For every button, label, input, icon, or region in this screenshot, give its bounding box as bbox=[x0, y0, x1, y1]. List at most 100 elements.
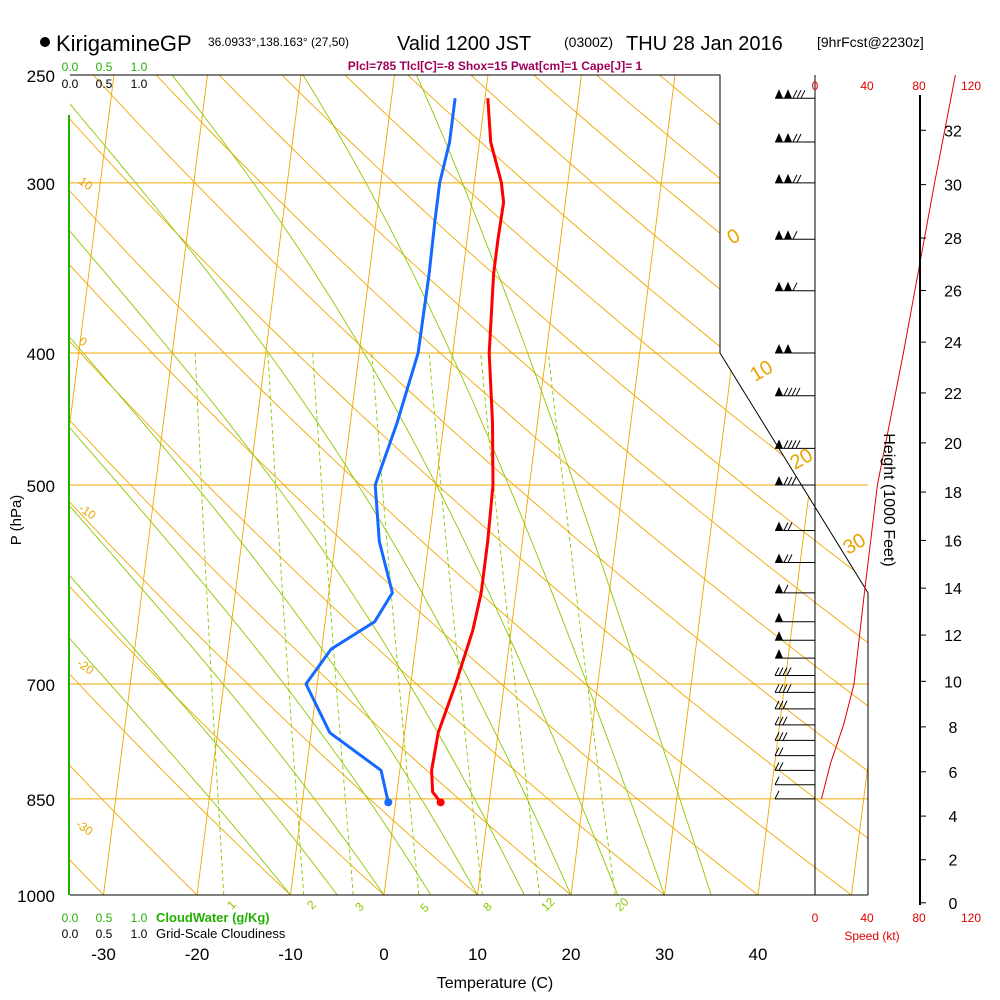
moist-adiabat-line bbox=[70, 75, 572, 895]
height-tick-label: 8 bbox=[949, 720, 958, 737]
wind-barb-feather bbox=[778, 732, 784, 741]
mixing-ratio-line bbox=[267, 352, 305, 895]
dry-adiabat-line bbox=[276, 75, 868, 895]
wind-barb-feather bbox=[783, 387, 789, 397]
temperature-tick-label: 30 bbox=[655, 945, 674, 964]
moist-adiabat-line bbox=[70, 75, 291, 895]
height-axis-title: Height (1000 Feet) bbox=[880, 433, 897, 566]
wind-barb-flag bbox=[775, 133, 783, 143]
wind-barb-feather bbox=[787, 554, 793, 563]
wind-barb-flag bbox=[784, 173, 792, 183]
dewpoint-profile-line bbox=[304, 98, 457, 803]
station-coords: 36.0933°,138.163° (27,50) bbox=[208, 35, 349, 49]
wind-barb-feather bbox=[778, 762, 784, 771]
dry-adiabat-line bbox=[841, 75, 868, 895]
wind-barb-flag bbox=[775, 89, 783, 99]
wind-barb-feather bbox=[783, 440, 789, 449]
wind-barb-feather bbox=[778, 684, 784, 693]
cloudwater-bottom-tick: 1.0 bbox=[131, 911, 148, 925]
wind-barb-feather bbox=[787, 476, 793, 486]
dry-adiabat-line bbox=[528, 75, 868, 895]
height-tick-label: 28 bbox=[944, 231, 962, 248]
forecast-label: [9hrFcst@2230z] bbox=[817, 34, 924, 50]
height-tick-label: 24 bbox=[944, 335, 962, 352]
cloudiness-title: Grid-Scale Cloudiness bbox=[156, 926, 286, 941]
height-tick-label: 30 bbox=[944, 178, 962, 195]
mixing-ratio-label: 12 bbox=[538, 895, 558, 915]
height-tick-label: 6 bbox=[949, 765, 958, 782]
temperature-profile-line bbox=[430, 98, 506, 804]
adiabat-label: 10 bbox=[76, 174, 95, 193]
moist-adiabat-line bbox=[70, 75, 432, 895]
wind-barb-flag bbox=[784, 281, 792, 291]
wind-barb-flag bbox=[775, 521, 783, 531]
valid-time: Valid 1200 JST bbox=[397, 33, 531, 55]
wind-barb-flag bbox=[775, 553, 783, 563]
valid-date: THU 28 Jan 2016 bbox=[626, 33, 783, 55]
moist-adiabat-line bbox=[413, 75, 712, 895]
speed-top-tick: 80 bbox=[912, 79, 926, 93]
plot-frame-right bbox=[719, 352, 869, 895]
mixing-ratio-label: 20 bbox=[612, 895, 632, 915]
height-tick-label: 4 bbox=[949, 809, 958, 826]
wind-barb-feather bbox=[774, 762, 780, 771]
wind-barb-flag bbox=[775, 476, 783, 485]
wind-barb-feather bbox=[795, 440, 801, 449]
dry-adiabat-line bbox=[88, 75, 868, 895]
height-tick-label: 2 bbox=[949, 853, 958, 870]
height-tick-label: 18 bbox=[944, 485, 962, 502]
mixing-ratio-line bbox=[194, 352, 225, 895]
moist-adiabat-line bbox=[299, 75, 665, 895]
skewt-grid bbox=[0, 75, 868, 895]
wind-barb-feather bbox=[796, 89, 802, 99]
wind-barb-feather bbox=[792, 230, 798, 240]
mixing-ratio-label: 8 bbox=[480, 899, 495, 914]
wind-barb-feather bbox=[782, 732, 788, 741]
temperature-profile-surface-marker bbox=[436, 798, 445, 807]
wind-barb-feather bbox=[778, 667, 784, 676]
temperature-tick-label: -30 bbox=[91, 945, 116, 964]
valid-utc: (0300Z) bbox=[564, 34, 613, 50]
wind-barb-feather bbox=[791, 476, 797, 486]
temperature-tick-label: 10 bbox=[468, 945, 487, 964]
dry-adiabat-line bbox=[590, 75, 868, 895]
wind-barb-feather bbox=[783, 554, 789, 563]
cloudiness-top-tick: 0.5 bbox=[96, 77, 113, 91]
wind-barb-feather bbox=[787, 440, 793, 449]
station-name: KirigamineGP bbox=[56, 31, 192, 56]
dry-adiabat-line bbox=[70, 75, 868, 895]
wind-barb-feather bbox=[778, 700, 784, 710]
wind-barb-feather bbox=[791, 387, 797, 397]
wind-barb-feather bbox=[783, 584, 789, 594]
wind-barb-feather bbox=[796, 133, 802, 143]
wind-barb-flag bbox=[775, 612, 783, 622]
wind-barb-flag bbox=[775, 649, 783, 659]
speed-top-tick: 0 bbox=[812, 79, 819, 93]
height-tick-label: 32 bbox=[944, 123, 962, 140]
temperature-tick-label: 0 bbox=[379, 945, 388, 964]
dry-adiabat-line bbox=[70, 75, 572, 895]
stability-indices: Plcl=785 Tlcl[C]=-8 Shox=15 Pwat[cm]=1 C… bbox=[348, 59, 643, 73]
moist-adiabat-line bbox=[167, 75, 619, 895]
wind-barb-feather bbox=[791, 440, 797, 449]
wind-barb-flag bbox=[784, 133, 792, 143]
moist-adiabat-line bbox=[70, 75, 385, 895]
mixing-ratio-line bbox=[371, 352, 420, 895]
wind-barb-feather bbox=[792, 89, 798, 99]
isotherm-line bbox=[70, 75, 115, 895]
moist-adiabat-line bbox=[70, 75, 338, 895]
wind-barb-feather bbox=[783, 476, 789, 486]
wind-barb-flag bbox=[784, 89, 792, 99]
wind-barb-feather bbox=[787, 522, 793, 531]
wind-barb-feather bbox=[782, 716, 788, 726]
adiabat-label: -10 bbox=[76, 501, 99, 523]
moist-adiabat-line bbox=[70, 75, 525, 895]
adiabat-label: 10 bbox=[747, 356, 777, 386]
isotherm-line bbox=[0, 75, 20, 895]
cloudiness-bottom-tick: 1.0 bbox=[131, 927, 148, 941]
temperature-tick-label: -20 bbox=[185, 945, 210, 964]
speed-bottom-tick: 80 bbox=[912, 911, 926, 925]
plot-frame-top bbox=[70, 74, 721, 354]
wind-barb-flag bbox=[775, 344, 783, 354]
